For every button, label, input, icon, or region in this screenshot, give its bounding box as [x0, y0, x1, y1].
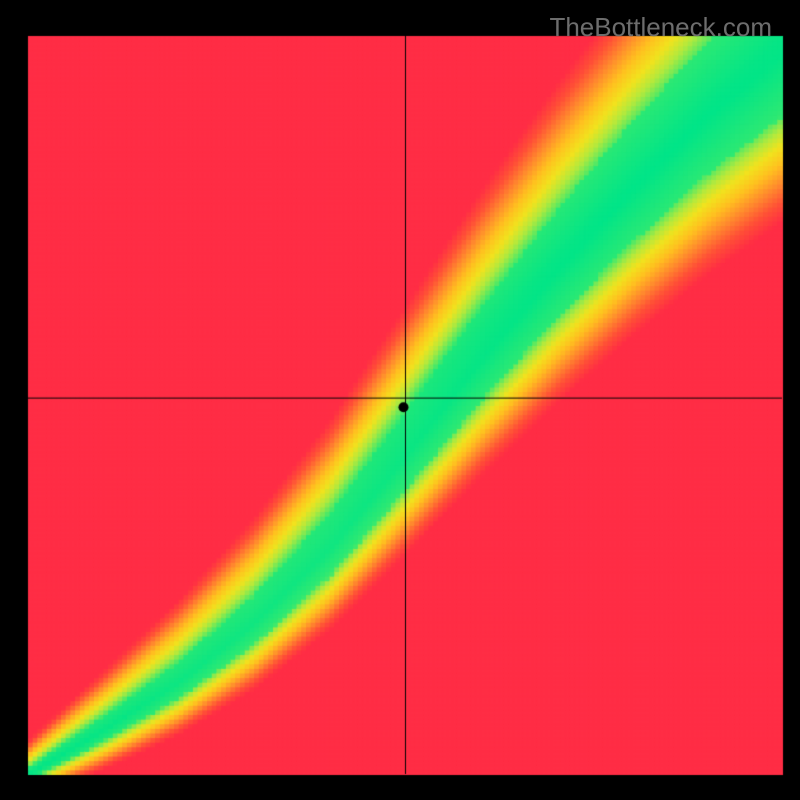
watermark-text: TheBottleneck.com	[549, 12, 772, 43]
bottleneck-heatmap	[0, 0, 800, 800]
chart-container: TheBottleneck.com	[0, 0, 800, 800]
